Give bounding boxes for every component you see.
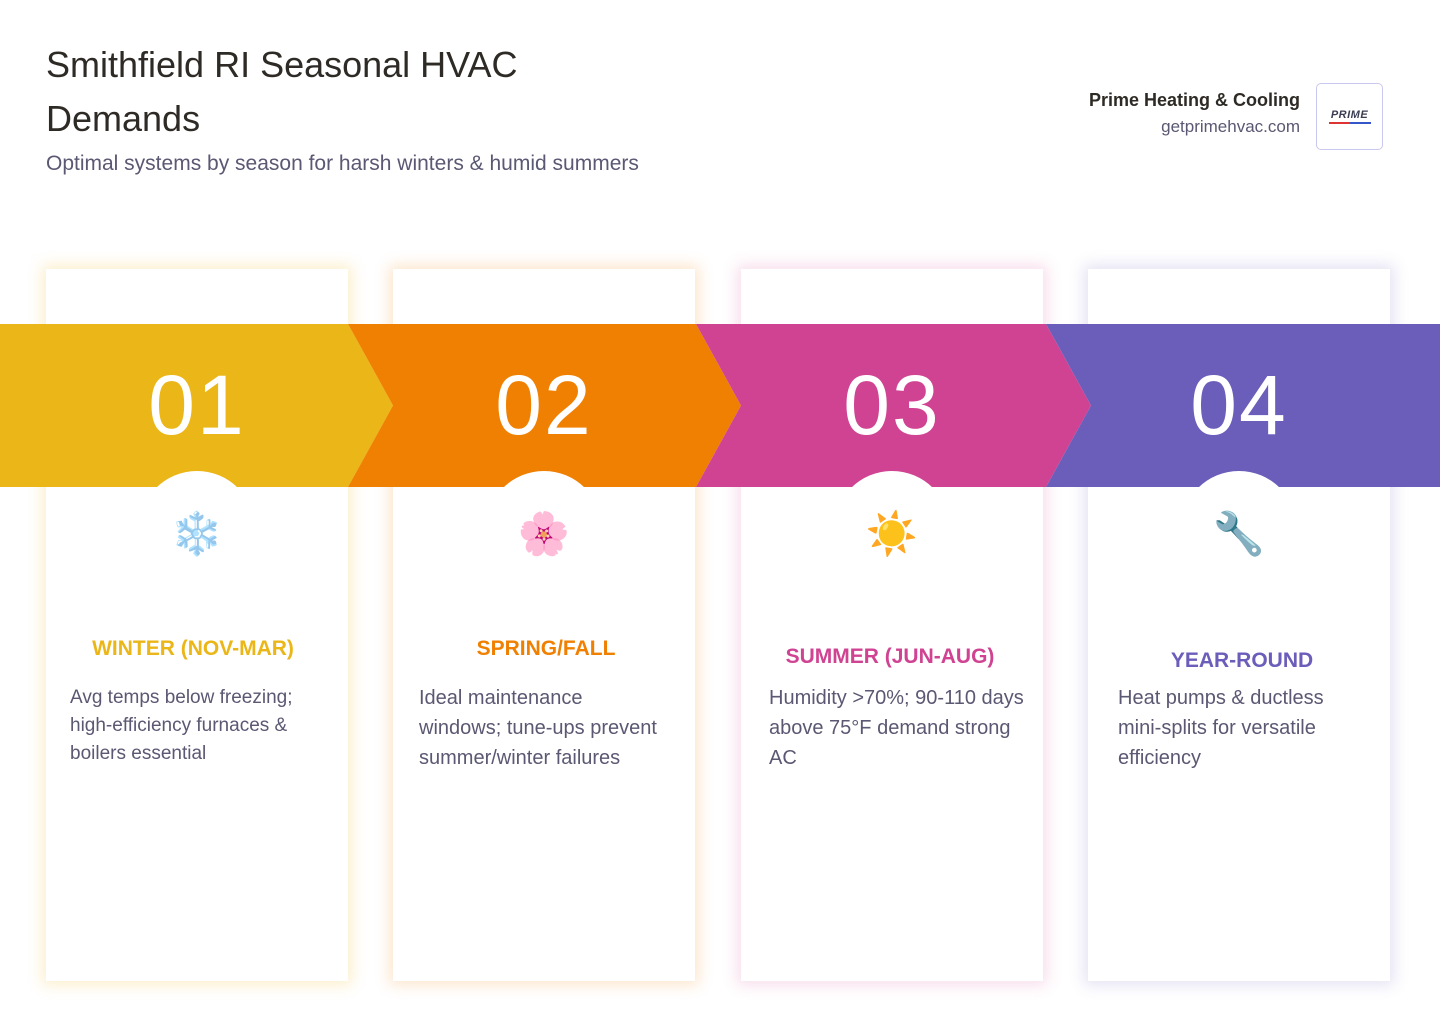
page-subtitle: Optimal systems by season for harsh wint… xyxy=(46,152,639,175)
season-description-year-round: Heat pumps & ductless mini-splits for ve… xyxy=(1118,687,1324,769)
icon-circle xyxy=(834,471,950,587)
step-number: 01 xyxy=(148,358,246,452)
season-heading-summer: SUMMER (JUN-AUG) xyxy=(785,645,995,668)
step-number: 02 xyxy=(495,358,593,452)
chevron-segment-spring-fall xyxy=(348,324,741,487)
season-description-spring-fall: Ideal maintenance windows; tune-ups prev… xyxy=(419,687,657,769)
snowflake-icon: ❄️ xyxy=(170,510,224,557)
chevron-segment-winter xyxy=(0,324,393,487)
icon-circle xyxy=(1181,471,1297,587)
chevron-band xyxy=(0,324,1440,487)
logo-stripe xyxy=(1328,121,1371,124)
brand-url[interactable]: getprimehvac.com xyxy=(1161,117,1300,136)
step-number: 03 xyxy=(843,358,941,452)
brand-block: Prime Heating & Cooling getprimehvac.com xyxy=(1089,90,1300,137)
chevron-segment-year-round xyxy=(1046,324,1440,487)
icon-circle xyxy=(139,471,255,587)
brand-logo: PRIME xyxy=(1316,83,1383,150)
sun-icon: ☀️ xyxy=(865,510,919,557)
chevron-segment-summer xyxy=(696,324,1091,487)
wrench-icon: 🔧 xyxy=(1212,510,1266,557)
icon-circle xyxy=(486,471,602,587)
logo-wordmark: PRIME xyxy=(1330,108,1369,121)
brand-name: Prime Heating & Cooling xyxy=(1088,90,1300,110)
season-description-winter: Avg temps below freezing; high-efficienc… xyxy=(70,687,293,764)
step-number: 04 xyxy=(1190,358,1288,452)
season-heading-spring-fall: SPRING/FALL xyxy=(476,637,616,660)
page-title: Smithfield RI Seasonal HVAC Demands xyxy=(46,44,518,139)
season-description-summer: Humidity >70%; 90-110 days above 75°F de… xyxy=(769,687,1024,769)
season-heading-winter: WINTER (NOV-MAR) xyxy=(92,637,294,660)
cherry-blossom-icon: 🌸 xyxy=(517,510,571,557)
season-heading-year-round: YEAR-ROUND xyxy=(1170,649,1314,672)
